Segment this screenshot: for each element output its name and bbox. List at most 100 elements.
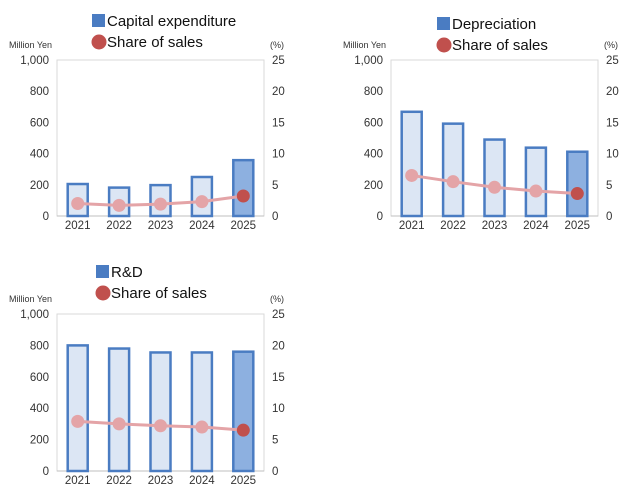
bar: [149, 351, 172, 473]
line-point: [529, 184, 543, 198]
legend-bar-label: R&D: [111, 264, 143, 281]
right-tick-label: 15: [606, 117, 619, 129]
left-tick-label: 1,000: [20, 309, 49, 321]
category-label: 2025: [231, 475, 257, 487]
left-tick-label: 0: [43, 466, 49, 478]
category-label: 2021: [65, 220, 91, 232]
legend: R&D Share of sales: [95, 264, 207, 302]
legend: Capital expenditure Share of sales: [91, 13, 236, 51]
category-label: 2022: [106, 220, 132, 232]
left-unit-label: Million Yen: [343, 40, 386, 50]
right-tick-label: 25: [272, 309, 285, 321]
legend-line-swatch: [95, 285, 111, 301]
legend-bar-swatch: [437, 17, 450, 30]
right-tick-label: 20: [272, 340, 285, 352]
line-point: [236, 423, 250, 437]
right-tick-label: 10: [272, 149, 285, 161]
legend-bar-swatch: [96, 265, 109, 278]
legend-bar-label: Depreciation: [452, 16, 536, 33]
legend-line-swatch: [91, 34, 107, 50]
legend-line-label: Share of sales: [107, 34, 203, 51]
left-tick-label: 200: [364, 180, 383, 192]
line-point: [71, 414, 85, 428]
right-tick-label: 0: [272, 466, 278, 478]
category-label: 2024: [189, 475, 215, 487]
line-point: [488, 180, 501, 194]
category-label: 2021: [399, 220, 425, 232]
legend-line-label: Share of sales: [111, 285, 207, 302]
line-point: [154, 419, 167, 433]
right-unit-label: (%): [270, 294, 284, 304]
left-tick-label: 800: [30, 86, 49, 98]
right-tick-label: 15: [272, 372, 285, 384]
legend-line-label: Share of sales: [452, 37, 548, 54]
right-tick-label: 0: [606, 211, 612, 223]
line-point: [71, 197, 85, 211]
left-tick-label: 800: [364, 86, 383, 98]
category-label: 2023: [148, 220, 174, 232]
left-tick-label: 1,000: [354, 55, 383, 67]
right-tick-label: 10: [606, 149, 619, 161]
left-tick-label: 400: [30, 149, 49, 161]
left-tick-label: 400: [364, 149, 383, 161]
line-point: [154, 197, 167, 211]
right-unit-label: (%): [604, 40, 618, 50]
category-label: 2024: [523, 220, 549, 232]
category-label: 2021: [65, 475, 91, 487]
bar: [400, 110, 423, 218]
bar: [441, 122, 465, 218]
category-label: 2022: [440, 220, 466, 232]
left-tick-label: 600: [30, 372, 49, 384]
bar: [524, 146, 548, 218]
legend: Depreciation Share of sales: [436, 16, 548, 54]
right-tick-label: 25: [272, 55, 285, 67]
right-tick-label: 20: [606, 86, 619, 98]
bar: [232, 350, 255, 473]
right-unit-label: (%): [270, 40, 284, 50]
left-tick-label: 1,000: [20, 55, 49, 67]
right-tick-label: 25: [606, 55, 619, 67]
line-point: [570, 187, 584, 201]
left-tick-label: 0: [377, 211, 383, 223]
category-label: 2023: [482, 220, 508, 232]
right-tick-label: 5: [272, 180, 278, 192]
line-point: [405, 168, 419, 182]
left-tick-label: 0: [43, 211, 49, 223]
left-tick-label: 800: [30, 340, 49, 352]
line-point: [112, 198, 126, 212]
line-point: [112, 417, 126, 431]
legend-bar-label: Capital expenditure: [107, 13, 236, 30]
category-label: 2025: [565, 220, 591, 232]
left-tick-label: 200: [30, 435, 49, 447]
category-label: 2023: [148, 475, 174, 487]
right-tick-label: 0: [272, 211, 278, 223]
left-unit-label: Million Yen: [9, 294, 52, 304]
legend-line-swatch: [436, 37, 452, 53]
left-tick-label: 600: [30, 117, 49, 129]
line-point: [236, 189, 250, 203]
right-tick-label: 5: [272, 435, 278, 447]
line-point: [195, 195, 209, 209]
bar: [66, 344, 89, 473]
bar: [232, 158, 255, 218]
left-tick-label: 600: [364, 117, 383, 129]
category-label: 2025: [231, 220, 257, 232]
category-label: 2024: [189, 220, 215, 232]
left-tick-label: 200: [30, 180, 49, 192]
right-tick-label: 10: [272, 403, 285, 415]
category-label: 2022: [106, 475, 132, 487]
bar: [107, 347, 131, 473]
left-unit-label: Million Yen: [9, 40, 52, 50]
bar: [190, 351, 214, 473]
line-point: [195, 420, 209, 434]
right-tick-label: 5: [606, 180, 612, 192]
line-point: [446, 175, 460, 189]
legend-bar-swatch: [92, 14, 105, 27]
bar: [483, 138, 506, 218]
left-tick-label: 400: [30, 403, 49, 415]
bar: [566, 150, 589, 218]
